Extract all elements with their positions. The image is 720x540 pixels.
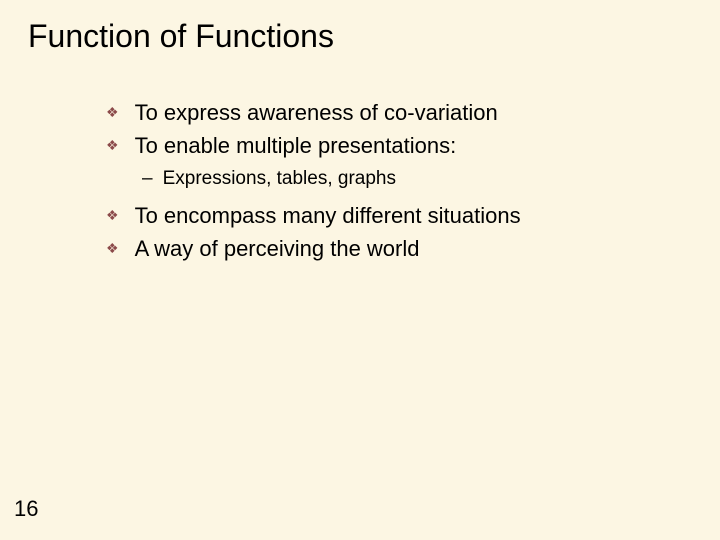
diamond-bullet-icon: ❖ (106, 137, 119, 154)
sub-bullet-item: – Expressions, tables, graphs (142, 168, 692, 190)
bullet-item: ❖ A way of perceiving the world (106, 235, 692, 264)
bullet-item: ❖ To encompass many different situations (106, 202, 692, 231)
page-number: 16 (14, 496, 38, 522)
slide-title: Function of Functions (28, 18, 692, 55)
slide-container: Function of Functions ❖ To express aware… (0, 0, 720, 540)
bullet-text: To express awareness of co-variation (135, 99, 498, 128)
slide-content: ❖ To express awareness of co-variation ❖… (106, 99, 692, 263)
bullet-item: ❖ To enable multiple presentations: (106, 132, 692, 161)
bullet-text: To enable multiple presentations: (135, 132, 457, 161)
bullet-text: A way of perceiving the world (135, 235, 420, 264)
diamond-bullet-icon: ❖ (106, 240, 119, 257)
dash-bullet-icon: – (142, 168, 153, 190)
bullet-text: To encompass many different situations (135, 202, 521, 231)
bullet-item: ❖ To express awareness of co-variation (106, 99, 692, 128)
sub-bullet-text: Expressions, tables, graphs (163, 168, 396, 190)
diamond-bullet-icon: ❖ (106, 104, 119, 121)
diamond-bullet-icon: ❖ (106, 207, 119, 224)
